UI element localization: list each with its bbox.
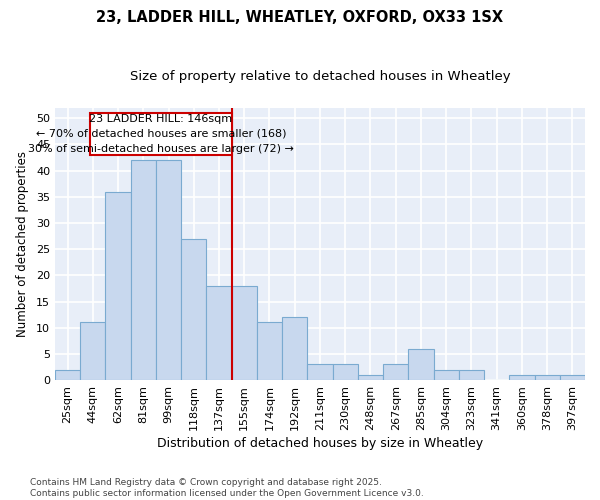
Bar	[257, 322, 282, 380]
Bar	[332, 364, 358, 380]
Text: 23, LADDER HILL, WHEATLEY, OXFORD, OX33 1SX: 23, LADDER HILL, WHEATLEY, OXFORD, OX33 …	[97, 10, 503, 25]
Y-axis label: Number of detached properties: Number of detached properties	[16, 151, 29, 337]
Bar	[459, 370, 484, 380]
Bar	[282, 317, 307, 380]
Bar	[80, 322, 106, 380]
Bar	[358, 375, 383, 380]
FancyBboxPatch shape	[90, 113, 232, 155]
Bar	[156, 160, 181, 380]
Bar	[181, 238, 206, 380]
Bar	[535, 375, 560, 380]
Text: Contains HM Land Registry data © Crown copyright and database right 2025.
Contai: Contains HM Land Registry data © Crown c…	[30, 478, 424, 498]
Bar	[409, 348, 434, 380]
Bar	[106, 192, 131, 380]
X-axis label: Distribution of detached houses by size in Wheatley: Distribution of detached houses by size …	[157, 437, 483, 450]
Title: Size of property relative to detached houses in Wheatley: Size of property relative to detached ho…	[130, 70, 510, 83]
Bar	[206, 286, 232, 380]
Bar	[560, 375, 585, 380]
Bar	[383, 364, 409, 380]
Bar	[131, 160, 156, 380]
Bar	[232, 286, 257, 380]
Text: 23 LADDER HILL: 146sqm
← 70% of detached houses are smaller (168)
30% of semi-de: 23 LADDER HILL: 146sqm ← 70% of detached…	[28, 114, 294, 154]
Bar	[55, 370, 80, 380]
Bar	[307, 364, 332, 380]
Bar	[509, 375, 535, 380]
Bar	[434, 370, 459, 380]
